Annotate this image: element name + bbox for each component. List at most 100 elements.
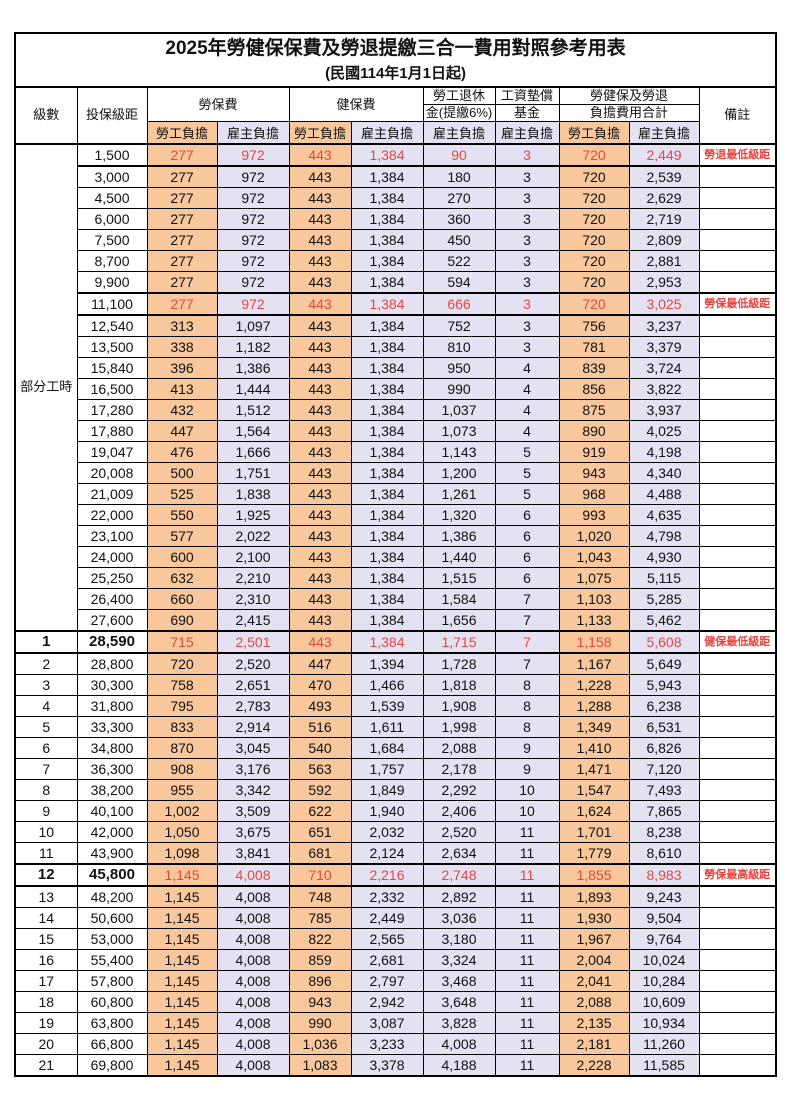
cell-labor-employee: 277 [146,165,218,188]
cell-total-employer: 3,237 [628,314,700,337]
table-row: 11,100 277 972 443 1,384 666 3 720 3,025 勞保最低級距 [15,291,777,316]
cell-total-employer: 9,764 [628,927,700,950]
cell-total-employer: 3,937 [628,398,700,421]
cell-labor-employee: 413 [146,377,218,400]
cell-wage-fund-employer: 8 [494,673,560,696]
cell-total-employer: 10,934 [628,1011,700,1034]
cell-wage-fund-employer: 3 [494,142,560,167]
cell-health-employee: 785 [288,906,352,929]
cell-labor-employee: 396 [146,356,218,379]
table-row: 24,000 600 2,100 443 1,384 1,440 6 1,043 4,930 [15,545,777,568]
cell-wage-fund-employer: 6 [494,524,560,547]
cell-total-employee: 720 [558,291,630,316]
cell-labor-employer: 3,176 [216,757,290,780]
cell-salary-bracket: 21,009 [76,482,148,505]
cell-labor-employee: 476 [146,440,218,463]
cell-labor-employer: 1,925 [216,503,290,526]
cell-labor-employer: 3,342 [216,778,290,801]
cell-wage-fund-employer: 7 [494,587,560,610]
cell-level: 5 [14,715,78,738]
cell-labor-employee: 277 [146,142,218,167]
cell-wage-fund-employer: 4 [494,377,560,400]
cell-health-employee: 470 [288,673,352,696]
table-row: 7 36,300 908 3,176 563 1,757 2,178 9 1,471 7,120 [14,757,777,780]
cell-health-employer: 1,384 [350,461,424,484]
cell-remark [698,841,777,864]
cell-labor-employee: 577 [146,524,218,547]
table-row: 20,008 500 1,751 443 1,384 1,200 5 943 4,340 [15,461,777,484]
cell-health-employer: 1,384 [350,524,424,547]
cell-labor-employee: 632 [146,566,218,589]
cell-total-employee: 1,547 [558,778,630,801]
cell-labor-employer: 1,182 [216,335,290,358]
cell-health-employee: 710 [288,862,352,887]
cell-salary-bracket: 40,100 [76,799,148,822]
table-row: 25,250 632 2,210 443 1,384 1,515 6 1,075 5,115 [15,566,777,589]
cell-remark [698,927,777,950]
cell-health-employee: 443 [288,207,352,230]
cell-remark [698,314,777,337]
cell-total-employee: 720 [558,165,630,188]
cell-remark [698,1053,777,1076]
cell-total-employer: 2,719 [628,207,700,230]
cell-salary-bracket: 48,200 [76,885,148,908]
cell-remark [698,419,777,442]
cell-total-employee: 720 [558,186,630,209]
cell-labor-employee: 870 [146,736,218,759]
cell-salary-bracket: 12,540 [76,314,148,337]
cell-level: 12 [14,862,78,887]
cell-remark [698,503,777,526]
cell-wage-fund-employer: 11 [494,820,560,843]
cell-remark [698,461,777,484]
cell-health-employee: 563 [288,757,352,780]
cell-health-employer: 2,032 [350,820,424,843]
cell-level: 10 [14,820,78,843]
cell-health-employee: 681 [288,841,352,864]
cell-labor-employer: 2,022 [216,524,290,547]
subheader-total-employer-share: 雇主負擔 [628,121,700,144]
header-total-line2: 負擔費用合計 [558,104,700,122]
cell-pension-employer: 1,261 [422,482,496,505]
cell-total-employee: 1,471 [558,757,630,780]
cell-total-employee: 1,624 [558,799,630,822]
cell-salary-bracket: 3,000 [76,165,148,188]
cell-pension-employer: 3,648 [422,990,496,1013]
cell-salary-bracket: 13,500 [76,335,148,358]
cell-total-employee: 1,349 [558,715,630,738]
cell-wage-fund-employer: 11 [494,1053,560,1076]
cell-total-employee: 943 [558,461,630,484]
cell-remark [698,524,777,547]
header-level: 級數 [14,86,78,144]
cell-salary-bracket: 9,900 [76,270,148,293]
cell-pension-employer: 1,908 [422,694,496,717]
cell-health-employee: 651 [288,820,352,843]
table-row: 16,500 413 1,444 443 1,384 990 4 856 3,822 [15,377,777,400]
cell-total-employer: 10,284 [628,969,700,992]
cell-labor-employer: 2,520 [216,652,290,675]
cell-health-employee: 990 [288,1011,352,1034]
cell-level: 18 [14,990,78,1013]
cell-health-employer: 1,384 [350,356,424,379]
cell-remark [698,715,777,738]
cell-level: 13 [14,885,78,908]
header-wage-fund-line1: 工資墊償 [494,86,560,105]
table-row: 7,500 277 972 443 1,384 450 3 720 2,809 [15,228,777,251]
cell-salary-bracket: 26,400 [76,587,148,610]
cell-labor-employee: 277 [146,270,218,293]
cell-remark [698,566,777,589]
table-row: 17,280 432 1,512 443 1,384 1,037 4 875 3,937 [15,398,777,421]
cell-remark [698,820,777,843]
cell-total-employee: 2,181 [558,1032,630,1055]
table-row: 26,400 660 2,310 443 1,384 1,584 7 1,103 5,285 [15,587,777,610]
cell-labor-employee: 720 [146,652,218,675]
cell-pension-employer: 2,088 [422,736,496,759]
premium-reference-table: 2025年勞健保保費及勞退提繳三合一費用對照參考用表 (民國114年1月1日起)… [14,32,778,1077]
table-row: 3 30,300 758 2,651 470 1,466 1,818 8 1,228 5,943 [14,673,777,696]
cell-level: 19 [14,1011,78,1034]
cell-labor-employer: 3,841 [216,841,290,864]
cell-labor-employee: 277 [146,186,218,209]
cell-health-employer: 1,384 [350,165,424,188]
cell-pension-employer: 1,515 [422,566,496,589]
cell-level: 3 [14,673,78,696]
cell-pension-employer: 1,320 [422,503,496,526]
